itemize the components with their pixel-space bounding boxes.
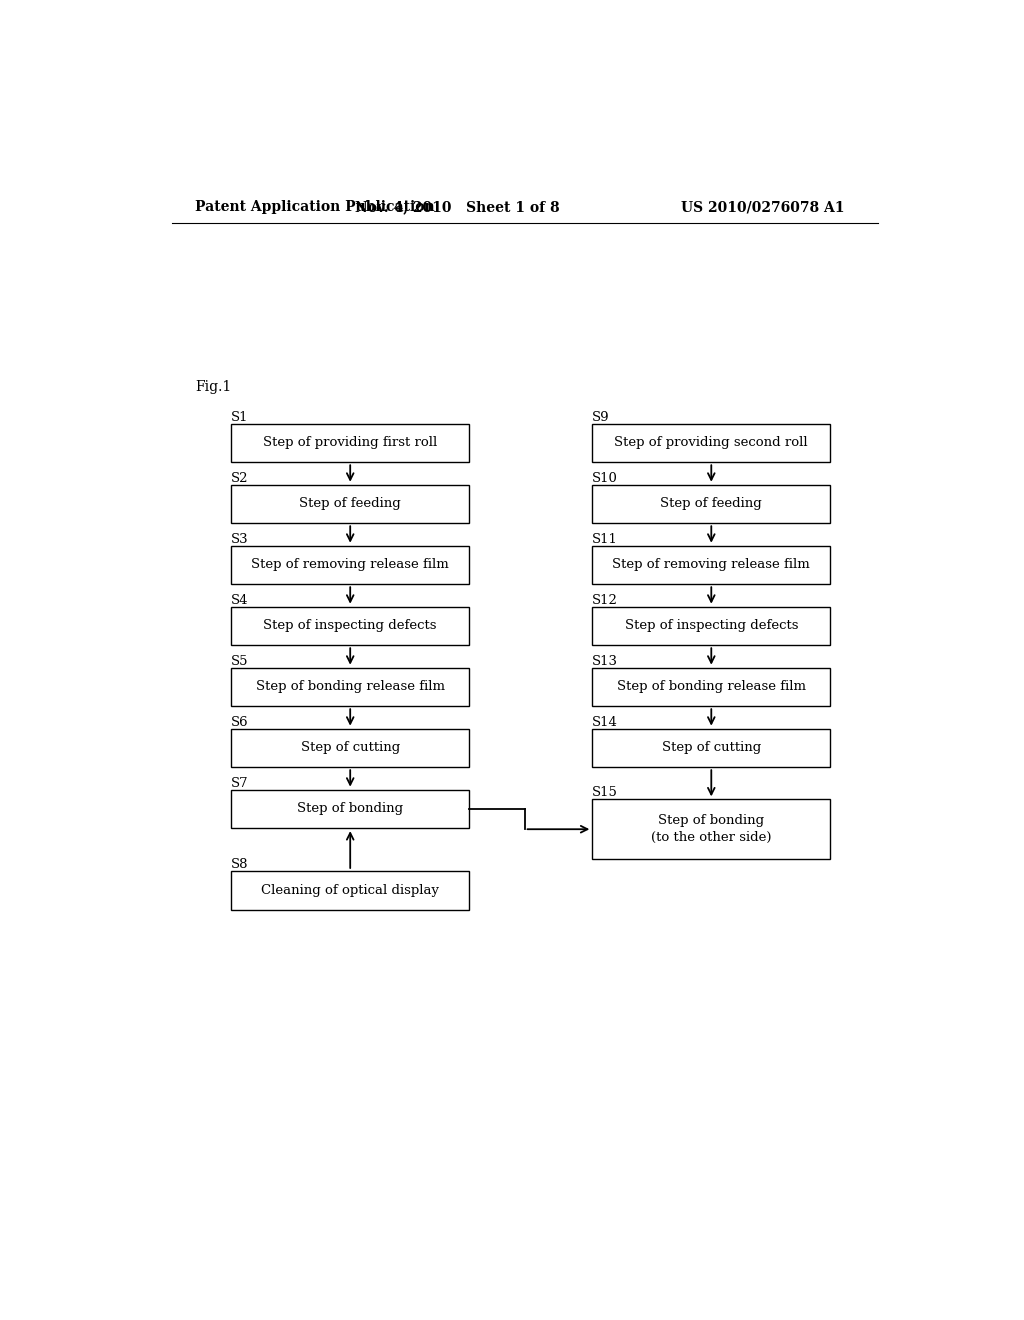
Text: S11: S11 [592,533,618,545]
FancyBboxPatch shape [231,871,469,909]
FancyBboxPatch shape [592,800,830,859]
Text: Nov. 4, 2010   Sheet 1 of 8: Nov. 4, 2010 Sheet 1 of 8 [355,201,560,214]
Text: Step of bonding
(to the other side): Step of bonding (to the other side) [651,814,771,845]
Text: Step of removing release film: Step of removing release film [612,558,810,572]
FancyBboxPatch shape [231,545,469,585]
Text: Step of feeding: Step of feeding [660,498,762,511]
Text: S13: S13 [592,655,618,668]
Text: S10: S10 [592,471,618,484]
Text: S2: S2 [231,471,249,484]
FancyBboxPatch shape [592,484,830,523]
Text: Step of removing release film: Step of removing release film [251,558,450,572]
Text: S7: S7 [231,776,249,789]
FancyBboxPatch shape [592,545,830,585]
Text: S3: S3 [231,533,249,545]
Text: S8: S8 [231,858,249,871]
Text: S9: S9 [592,411,610,424]
FancyBboxPatch shape [231,789,469,828]
Text: Fig.1: Fig.1 [196,380,231,395]
Text: S15: S15 [592,787,618,800]
FancyBboxPatch shape [231,729,469,767]
Text: US 2010/0276078 A1: US 2010/0276078 A1 [681,201,845,214]
FancyBboxPatch shape [592,607,830,645]
Text: S1: S1 [231,411,249,424]
Text: Step of providing first roll: Step of providing first roll [263,437,437,450]
FancyBboxPatch shape [592,668,830,706]
Text: Step of inspecting defects: Step of inspecting defects [625,619,798,632]
FancyBboxPatch shape [231,424,469,462]
FancyBboxPatch shape [231,668,469,706]
Text: S6: S6 [231,715,249,729]
Text: Step of bonding release film: Step of bonding release film [616,680,806,693]
Text: S4: S4 [231,594,249,607]
FancyBboxPatch shape [592,729,830,767]
FancyBboxPatch shape [592,424,830,462]
Text: Step of providing second roll: Step of providing second roll [614,437,808,450]
FancyBboxPatch shape [231,607,469,645]
Text: Step of bonding: Step of bonding [297,803,403,816]
Text: S5: S5 [231,655,249,668]
Text: Step of cutting: Step of cutting [662,742,761,755]
Text: Step of feeding: Step of feeding [299,498,401,511]
Text: S14: S14 [592,715,618,729]
FancyBboxPatch shape [231,484,469,523]
Text: Step of bonding release film: Step of bonding release film [256,680,444,693]
Text: Step of cutting: Step of cutting [301,742,399,755]
Text: S12: S12 [592,594,618,607]
Text: Patent Application Publication: Patent Application Publication [196,201,435,214]
Text: Step of inspecting defects: Step of inspecting defects [263,619,437,632]
Text: Cleaning of optical display: Cleaning of optical display [261,883,439,896]
